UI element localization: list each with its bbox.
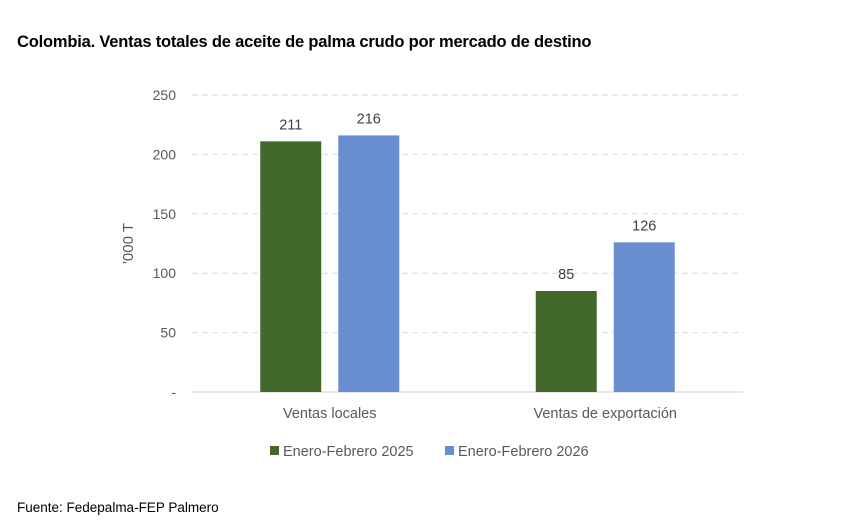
x-axis-categories: Ventas locales Ventas de exportación — [283, 406, 677, 422]
y-tick-label: 250 — [153, 87, 177, 103]
data-label: 126 — [632, 218, 656, 234]
legend-label: Enero-Febrero 2026 — [458, 444, 589, 460]
chart-title: Colombia. Ventas totales de aceite de pa… — [17, 33, 592, 51]
legend-swatch — [445, 446, 454, 455]
legend-swatch — [270, 446, 279, 455]
legend: Enero-Febrero 2025 Enero-Febrero 2026 — [270, 444, 589, 460]
y-axis-ticks: - 50 100 150 200 250 — [153, 87, 177, 400]
y-tick-label: 100 — [153, 265, 177, 281]
data-label: 211 — [279, 117, 302, 133]
y-tick-label: 200 — [153, 146, 177, 162]
legend-label: Enero-Febrero 2025 — [283, 444, 414, 460]
x-category-label: Ventas locales — [283, 406, 377, 422]
source-note: Fuente: Fedepalma-FEP Palmero — [17, 500, 219, 515]
data-label: 85 — [558, 267, 574, 283]
bar — [613, 242, 675, 392]
bars: 211 216 85 126 — [260, 111, 675, 392]
y-axis-label: '000 T — [120, 223, 137, 264]
bar — [338, 135, 400, 392]
y-tick-label: 50 — [160, 325, 176, 341]
y-tick-label: 150 — [153, 206, 177, 222]
bar — [260, 141, 322, 392]
x-category-label: Ventas de exportación — [534, 406, 678, 422]
data-label: 216 — [357, 111, 381, 127]
bar — [535, 291, 597, 392]
y-tick-label: - — [171, 384, 176, 400]
